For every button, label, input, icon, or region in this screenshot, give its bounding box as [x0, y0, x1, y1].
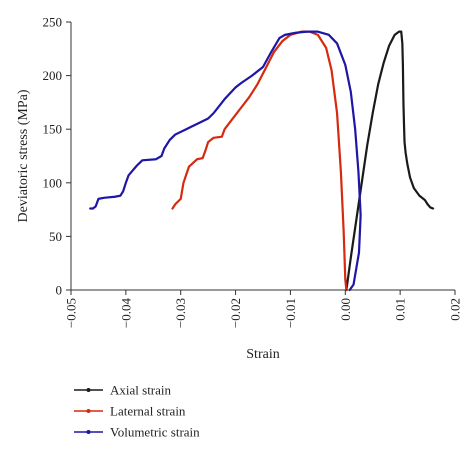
legend-label: Volumetric strain [110, 425, 200, 440]
y-tick-label: 100 [43, 175, 63, 190]
legend: Axial strain Laternal strain Volumetric st… [74, 383, 200, 440]
legend-label: Laternal strain [110, 404, 186, 419]
curves-layer [89, 30, 435, 292]
legend-marker [86, 409, 91, 413]
x-tick-label: −0.01 [283, 298, 298, 328]
x-tick-label: −0.03 [173, 298, 188, 328]
y-tick-label: 200 [43, 68, 63, 83]
y-tick-label: 150 [43, 122, 63, 137]
legend-label: Axial strain [110, 383, 172, 398]
x-tick-label: 0.02 [448, 298, 463, 321]
x-tick-label: 0.00 [338, 298, 353, 321]
legend-marker [86, 388, 91, 392]
x-axis-title: Strain [246, 347, 279, 362]
y-axis-title: Deviatoric stress (MPa) [16, 89, 31, 222]
x-tick-label: −0.05 [64, 298, 79, 328]
x-tick-label: −0.04 [118, 298, 133, 329]
series-line-0 [345, 30, 435, 292]
x-tick-label: 0.01 [393, 298, 408, 321]
y-tick-label: 0 [56, 283, 63, 298]
legend-marker [86, 430, 91, 434]
axes-layer [70, 22, 455, 291]
y-tick-label: 50 [49, 229, 62, 244]
ticks-layer: 0 50 100 150 200 250 −0.05 −0.04 −0.03 −0.02 −0.01… [43, 15, 463, 329]
series-line-2 [89, 30, 362, 292]
y-tick-label: 250 [43, 15, 63, 30]
series-line-1 [171, 30, 348, 292]
x-tick-label: −0.02 [228, 298, 243, 328]
